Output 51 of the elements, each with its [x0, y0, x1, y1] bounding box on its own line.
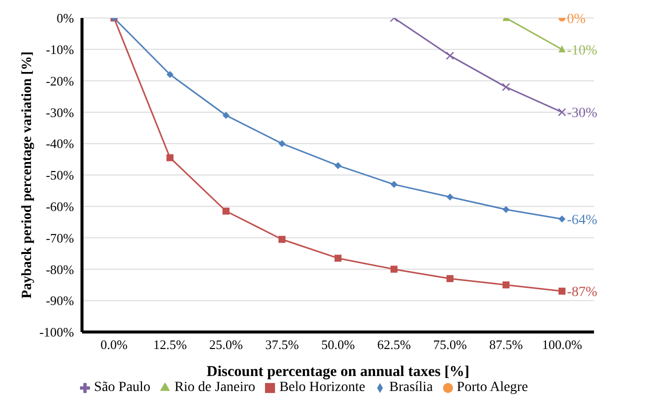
point: [334, 162, 342, 170]
x-axis-title: Discount percentage on annual taxes [%]: [206, 364, 470, 380]
y-tick-label: -10%: [46, 42, 74, 58]
point: [502, 82, 510, 92]
point: [558, 288, 566, 295]
legend-label: São Paulo: [94, 380, 150, 395]
y-tick-label: -50%: [46, 168, 74, 183]
y-tick-label: -100%: [39, 324, 74, 340]
y-tick-label: -40%: [46, 136, 74, 152]
y-tick-label: -20%: [46, 73, 74, 88]
legend-label: Rio de Janeiro: [174, 380, 256, 395]
legend-label: Brasília: [389, 380, 433, 395]
data-label: -10%: [567, 43, 598, 58]
y-tick-label: -60%: [46, 199, 74, 214]
point: [166, 71, 174, 78]
x-tick-label: 62.5%: [377, 337, 411, 352]
y-tick-label: -90%: [46, 293, 74, 308]
point: [446, 193, 454, 200]
point: [446, 275, 454, 282]
x-tick-label: 0.0%: [100, 337, 128, 352]
point: [278, 140, 286, 148]
point: [166, 154, 174, 162]
x-tick-label: 25.0%: [209, 337, 243, 352]
point: [222, 208, 230, 215]
y-tick-label: -30%: [46, 104, 74, 120]
point: [222, 112, 230, 119]
legend-label: Belo Horizonte: [279, 380, 366, 395]
x-tick-label: 50.0%: [321, 337, 355, 352]
point: [390, 266, 398, 273]
point: [502, 281, 510, 288]
point: [446, 52, 454, 60]
point: [390, 180, 398, 188]
x-tick-label: 87.5%: [489, 337, 523, 352]
y-tick-label: -70%: [46, 230, 74, 246]
x-tick-label: 37.5%: [265, 337, 299, 352]
x-tick-label: 12.5%: [153, 337, 187, 352]
y-tick-label: -80%: [46, 262, 74, 277]
data-label: -87%: [567, 285, 598, 300]
point: [558, 108, 566, 116]
legend-label: Porto Alegre: [456, 380, 528, 395]
x-tick-label: 75.0%: [433, 337, 467, 352]
data-label: -30%: [567, 106, 598, 122]
x-tick-label: 100.0%: [542, 337, 582, 352]
point: [334, 254, 342, 262]
point: [502, 206, 510, 214]
y-tick-label: 0%: [56, 10, 74, 26]
data-label: -64%: [567, 212, 598, 228]
point: [278, 236, 286, 243]
point: [558, 215, 566, 222]
data-label: 0%: [567, 12, 586, 27]
y-axis-title: Payback period percentage variation [%]: [20, 51, 35, 299]
